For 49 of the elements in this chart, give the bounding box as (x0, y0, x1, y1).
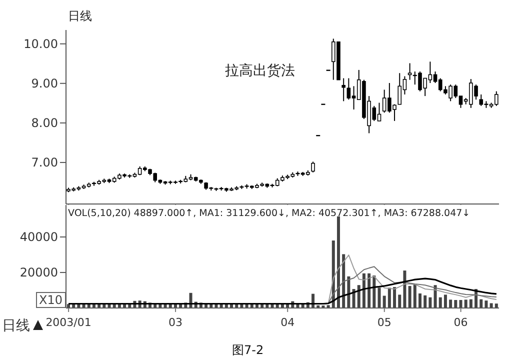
bar (418, 293, 422, 308)
bar (494, 304, 498, 308)
bar (388, 288, 391, 308)
bar (469, 299, 472, 308)
y-tick-label: 8.00 (31, 116, 58, 130)
y-tick-label: 9.00 (31, 76, 58, 91)
bar (449, 300, 452, 308)
bar (490, 303, 493, 308)
x-tick-label: 06 (454, 316, 468, 329)
bar (342, 254, 346, 308)
x-tick-label: 2003/01 (46, 316, 92, 329)
bar (393, 287, 396, 308)
candlestick (342, 78, 346, 102)
y-tick-label: 10.00 (24, 37, 58, 52)
annotation: 拉高出货法 (225, 62, 295, 80)
bar (362, 273, 366, 308)
bar (459, 300, 462, 308)
x-tick-label: 05 (377, 316, 392, 329)
y-tick-label: 7.00 (31, 156, 58, 170)
annotation: VOL(5,10,20) 48897.000↑, MA1: 31129.600↓, MA2: 40572.301↑, MA3: 67288.047↓ (68, 208, 470, 219)
candlestick (311, 161, 315, 173)
text: X10 (36, 292, 66, 308)
bar (357, 285, 360, 308)
bar (480, 299, 483, 308)
bar (336, 216, 340, 308)
text: 日线 (2, 317, 30, 335)
bar (382, 296, 386, 308)
y-tick-label: 40000 (20, 230, 58, 244)
bar (438, 297, 442, 308)
bar (444, 294, 447, 308)
bar (398, 294, 402, 308)
y-tick-label: 20000 (20, 266, 58, 280)
bar (372, 276, 376, 308)
candlestick (408, 62, 412, 80)
bar (424, 295, 427, 308)
bar (428, 297, 432, 308)
bar (378, 288, 381, 308)
bar (484, 300, 488, 308)
caption: 图7-2 (232, 342, 264, 359)
bar (408, 286, 412, 308)
bar (403, 270, 406, 308)
chart-title: 日线 (68, 8, 92, 25)
x-tick-label: 03 (168, 316, 183, 329)
line-series (68, 278, 498, 305)
bar (368, 273, 371, 308)
bar (454, 300, 458, 308)
x-tick-label: 04 (280, 316, 295, 329)
bar (413, 284, 416, 308)
bar (464, 300, 468, 308)
